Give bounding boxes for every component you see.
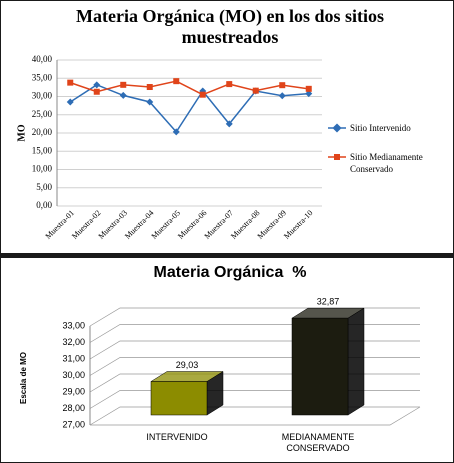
legend-label: Sitio Medianamente Conservado xyxy=(350,152,423,174)
chart-title: Materia Orgánica (MO) en los dos sitios … xyxy=(76,6,384,47)
y-tick-label: 0,00 xyxy=(36,200,52,210)
value-label: 32,87 xyxy=(317,297,340,307)
y-tick-label: 33,00 xyxy=(62,320,85,330)
marker xyxy=(172,128,180,136)
marker xyxy=(93,88,100,95)
marker xyxy=(173,78,180,85)
marker xyxy=(252,87,259,94)
chart-panel xyxy=(1,1,453,253)
y-tick-label: 25,00 xyxy=(32,109,53,119)
legend-marker xyxy=(328,123,346,133)
y-tick-label: 10,00 xyxy=(32,164,53,174)
marker xyxy=(67,79,74,86)
series-line xyxy=(70,80,309,96)
y-tick-label: 27,00 xyxy=(62,419,85,429)
grid-line xyxy=(89,324,420,343)
marker xyxy=(66,98,74,106)
y-tick-label: 15,00 xyxy=(32,145,53,155)
x-tick-label: INTERVENIDO xyxy=(146,432,208,442)
marker xyxy=(119,91,127,99)
marker xyxy=(226,81,233,88)
y-tick-label: 40,00 xyxy=(32,54,53,64)
marker xyxy=(225,120,233,128)
y-tick-label: 32,00 xyxy=(62,337,85,347)
x-tick-label: Muestra-10 xyxy=(282,208,314,240)
bar-side xyxy=(347,307,365,416)
y-axis-label: Escala de MO xyxy=(19,352,28,404)
y-tick-label: 31,00 xyxy=(62,353,85,363)
x-tick-label: MEDIANAMENTE CONSERVADO xyxy=(281,432,355,453)
bar xyxy=(291,317,349,416)
y-tick-label: 29,00 xyxy=(62,386,85,396)
y-tick-label: 20,00 xyxy=(32,127,53,137)
y-tick-label: 28,00 xyxy=(62,403,85,413)
y-tick-label: 30,00 xyxy=(62,370,85,380)
marker xyxy=(279,82,286,89)
floor xyxy=(90,406,421,426)
grid-line xyxy=(89,340,420,360)
grid-line xyxy=(89,357,420,376)
chart-title: Materia Orgánica % xyxy=(153,264,307,281)
y-axis-label: MO xyxy=(16,124,27,141)
legend-label: Sitio Intervenido xyxy=(350,123,411,133)
grid-line xyxy=(89,307,420,327)
marker xyxy=(146,98,154,106)
grid-line xyxy=(89,373,420,393)
marker xyxy=(199,91,206,98)
marker xyxy=(278,92,286,100)
chart-panel xyxy=(1,258,453,462)
grid-line xyxy=(89,406,420,426)
marker xyxy=(120,81,127,88)
series-line xyxy=(69,83,309,134)
bar xyxy=(150,381,208,416)
marker xyxy=(305,85,312,92)
y-tick-label: 5,00 xyxy=(36,182,52,192)
marker xyxy=(93,81,101,89)
value-label: 29,03 xyxy=(176,360,199,370)
y-tick-label: 35,00 xyxy=(32,72,53,82)
legend-marker xyxy=(334,154,340,160)
grid-line xyxy=(89,390,420,409)
marker xyxy=(146,84,153,91)
y-tick-label: 30,00 xyxy=(32,91,53,101)
